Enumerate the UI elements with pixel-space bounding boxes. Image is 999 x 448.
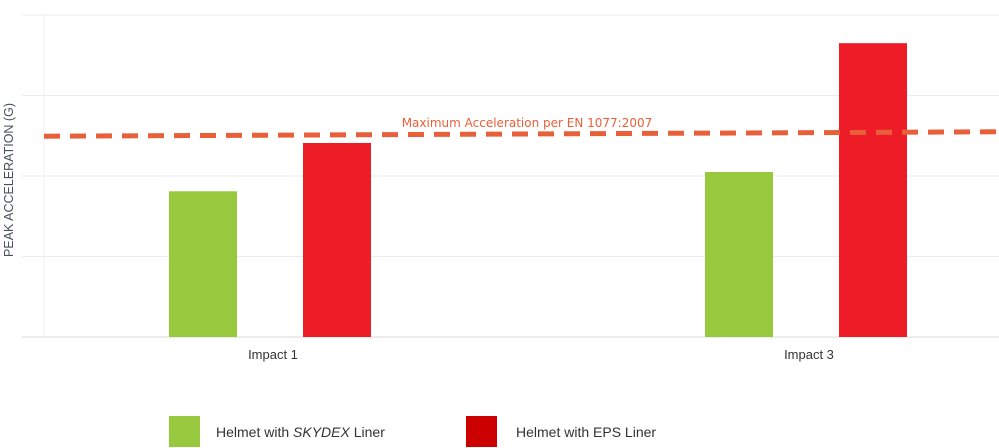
legend-swatch-eps bbox=[466, 416, 497, 447]
reference-line-group: Maximum Acceleration per EN 1077:2007 bbox=[43, 116, 999, 139]
legend-label-eps: Helmet with EPS Liner bbox=[516, 424, 656, 440]
reference-line bbox=[43, 129, 999, 139]
bar-skydex-impact-1 bbox=[169, 191, 237, 337]
x-tick-label-2: Impact 3 bbox=[784, 347, 834, 362]
x-tick-label-1: Impact 1 bbox=[248, 347, 298, 362]
legend-item-eps: Helmet with EPS Liner bbox=[466, 415, 656, 448]
legend-label-skydex-suffix: Liner bbox=[349, 423, 385, 440]
legend-swatch-skydex bbox=[169, 416, 200, 447]
y-axis-label: PEAK ACCELERATION (G) bbox=[2, 103, 16, 257]
legend-label-eps-prefix: Helmet with EPS Liner bbox=[516, 423, 657, 440]
bars bbox=[169, 43, 907, 338]
bar-skydex-impact-2 bbox=[705, 171, 773, 337]
legend-label-skydex-prefix: Helmet with bbox=[216, 423, 294, 440]
bar-eps-impact-2 bbox=[839, 43, 907, 338]
bar-chart: Maximum Acceleration per EN 1077:2007 Im… bbox=[2, 14, 999, 362]
x-axis-labels: Impact 1 Impact 3 bbox=[248, 347, 834, 362]
bar-eps-impact-1 bbox=[303, 142, 371, 337]
legend: Helmet with SKYDEX Liner Helmet with EPS… bbox=[0, 415, 999, 448]
legend-item-skydex: Helmet with SKYDEX Liner bbox=[169, 415, 385, 448]
legend-label-skydex-emph: SKYDEX bbox=[293, 423, 350, 440]
legend-label-skydex: Helmet with SKYDEX Liner bbox=[216, 424, 385, 440]
reference-line-label: Maximum Acceleration per EN 1077:2007 bbox=[402, 116, 653, 130]
